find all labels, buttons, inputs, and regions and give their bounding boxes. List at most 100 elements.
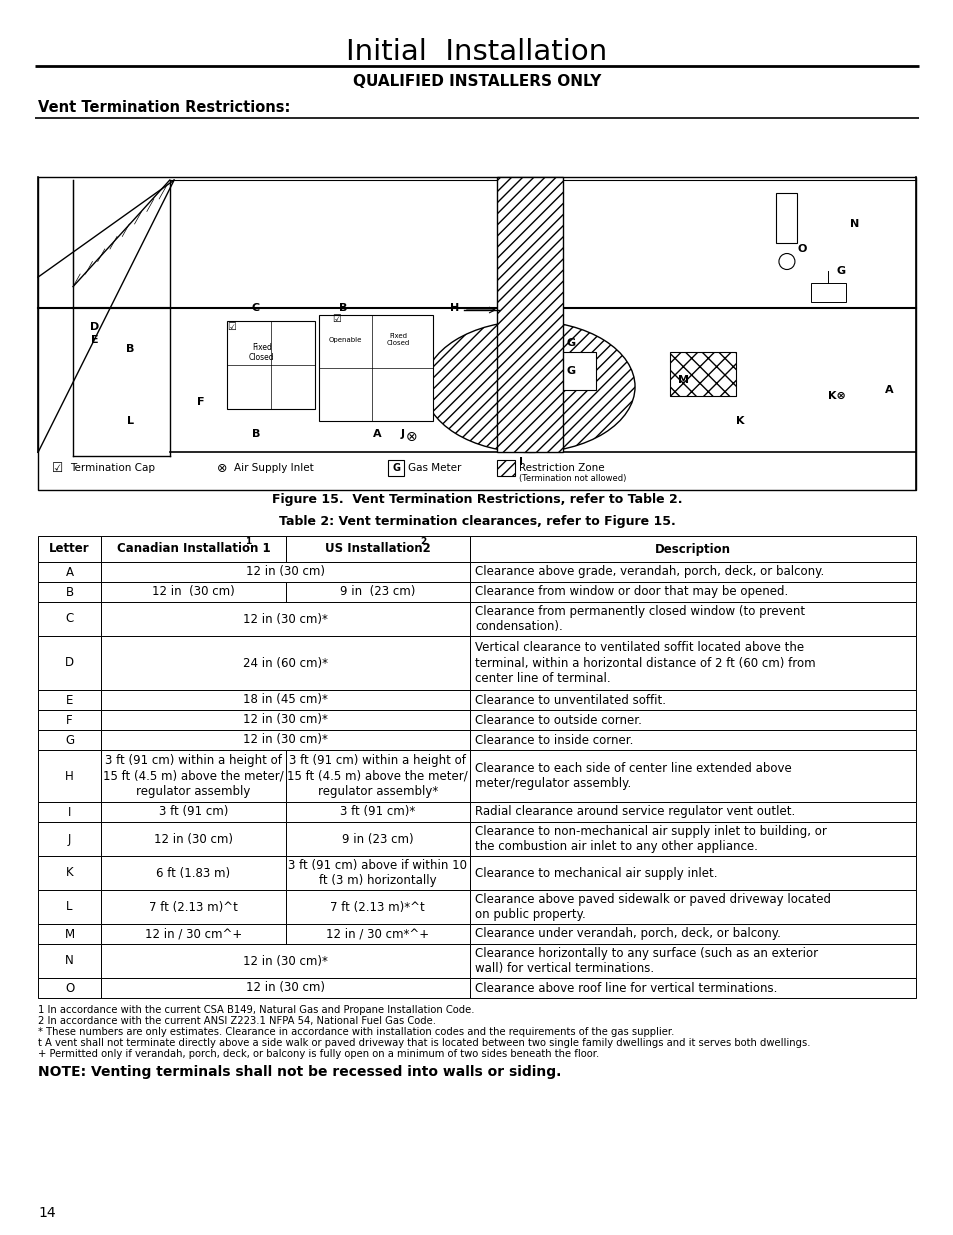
Text: Air Supply Inlet: Air Supply Inlet <box>233 463 314 473</box>
Text: B: B <box>66 585 73 599</box>
Bar <box>285 924 470 944</box>
Text: Clearance to unventilated soffit.: Clearance to unventilated soffit. <box>475 694 665 706</box>
Bar <box>470 636 915 690</box>
Bar <box>285 750 470 802</box>
Text: Figure 15.  Vent Termination Restrictions, refer to Table 2.: Figure 15. Vent Termination Restrictions… <box>272 494 681 506</box>
Bar <box>227 321 314 409</box>
Bar <box>810 283 845 303</box>
Text: ⊗: ⊗ <box>216 462 227 474</box>
Text: Clearance to non-mechanical air supply inlet to building, or
the combustion air : Clearance to non-mechanical air supply i… <box>475 825 826 853</box>
Text: Radial clearance around service regulator vent outlet.: Radial clearance around service regulato… <box>475 805 795 819</box>
Text: J: J <box>400 429 404 438</box>
Text: * These numbers are only estimates. Clearance in accordance with installation co: * These numbers are only estimates. Clea… <box>38 1028 674 1037</box>
Bar <box>38 823 101 856</box>
Text: C: C <box>66 613 73 625</box>
Text: Canadian Installation 1: Canadian Installation 1 <box>116 542 270 556</box>
Bar <box>38 636 101 690</box>
Bar <box>497 459 515 475</box>
Text: 12 in (30 cm)*: 12 in (30 cm)* <box>243 734 328 746</box>
Bar <box>285 582 470 601</box>
Text: J: J <box>68 832 71 846</box>
Text: Vent Termination Restrictions:: Vent Termination Restrictions: <box>38 100 290 116</box>
Text: t A vent shall not terminate directly above a side walk or paved driveway that i: t A vent shall not terminate directly ab… <box>38 1037 810 1049</box>
Text: K⊗: K⊗ <box>827 391 845 401</box>
Bar <box>38 890 101 924</box>
Bar <box>101 823 285 856</box>
Text: QUALIFIED INSTALLERS ONLY: QUALIFIED INSTALLERS ONLY <box>353 74 600 89</box>
Bar <box>101 730 470 750</box>
Text: D: D <box>91 322 100 332</box>
Bar <box>388 459 403 475</box>
Circle shape <box>778 253 794 269</box>
Text: 2 In accordance with the current ANSI Z223.1 NFPA 54, National Fuel Gas Code.: 2 In accordance with the current ANSI Z2… <box>38 1016 436 1026</box>
Text: 3 ft (91 cm): 3 ft (91 cm) <box>158 805 228 819</box>
Text: 3 ft (91 cm) within a height of
15 ft (4.5 m) above the meter/
regulator assembl: 3 ft (91 cm) within a height of 15 ft (4… <box>287 755 468 798</box>
Text: 12 in / 30 cm*^+: 12 in / 30 cm*^+ <box>326 927 429 941</box>
Text: NOTE: Venting terminals shall not be recessed into walls or siding.: NOTE: Venting terminals shall not be rec… <box>38 1065 560 1079</box>
Text: C: C <box>252 304 259 314</box>
Bar <box>101 536 285 562</box>
Text: Table 2: Vent termination clearances, refer to Figure 15.: Table 2: Vent termination clearances, re… <box>278 515 675 529</box>
Text: G: G <box>566 338 575 348</box>
Text: 12 in  (30 cm): 12 in (30 cm) <box>152 585 234 599</box>
Bar <box>101 690 470 710</box>
Text: O: O <box>65 982 74 994</box>
Text: 12 in (30 cm): 12 in (30 cm) <box>246 982 325 994</box>
Text: Clearance above roof line for vertical terminations.: Clearance above roof line for vertical t… <box>475 982 777 994</box>
Bar <box>285 856 470 890</box>
Text: ☑: ☑ <box>332 315 340 325</box>
Text: (Termination not allowed): (Termination not allowed) <box>518 473 626 483</box>
Bar <box>101 802 285 823</box>
Text: ⊗: ⊗ <box>405 430 416 443</box>
Text: 24 in (60 cm)*: 24 in (60 cm)* <box>243 657 328 669</box>
Bar <box>101 582 285 601</box>
Bar <box>470 582 915 601</box>
Text: 3 ft (91 cm)*: 3 ft (91 cm)* <box>340 805 415 819</box>
Bar <box>101 710 470 730</box>
Bar <box>101 924 285 944</box>
Bar <box>101 856 285 890</box>
Text: ☑: ☑ <box>52 462 64 474</box>
Bar <box>285 890 470 924</box>
Text: H: H <box>65 769 74 783</box>
Text: G: G <box>393 463 400 473</box>
Text: M: M <box>65 927 74 941</box>
Text: 7 ft (2.13 m)*^t: 7 ft (2.13 m)*^t <box>330 900 425 914</box>
Text: 3 ft (91 cm) above if within 10
ft (3 m) horizontally: 3 ft (91 cm) above if within 10 ft (3 m)… <box>288 858 467 887</box>
Text: 14: 14 <box>38 1207 55 1220</box>
Text: Gas Meter: Gas Meter <box>408 463 461 473</box>
Text: Restriction Zone: Restriction Zone <box>518 463 604 473</box>
Text: ☑: ☑ <box>227 322 235 332</box>
Bar <box>38 944 101 978</box>
Text: A: A <box>66 566 73 578</box>
Bar <box>38 690 101 710</box>
Text: F: F <box>196 398 204 408</box>
Bar <box>101 750 285 802</box>
Bar <box>38 802 101 823</box>
Bar <box>38 177 915 490</box>
Text: 12 in (30 cm)*: 12 in (30 cm)* <box>243 613 328 625</box>
Text: D: D <box>65 657 74 669</box>
Text: 2: 2 <box>419 537 426 547</box>
Text: E: E <box>91 335 99 345</box>
Text: Clearance from permanently closed window (to prevent
condensation).: Clearance from permanently closed window… <box>475 605 804 634</box>
Text: Clearance to mechanical air supply inlet.: Clearance to mechanical air supply inlet… <box>475 867 717 879</box>
Text: N: N <box>65 955 74 967</box>
Text: L: L <box>127 416 133 426</box>
Text: H: H <box>450 304 459 314</box>
Text: 12 in / 30 cm^+: 12 in / 30 cm^+ <box>145 927 242 941</box>
Bar <box>38 924 101 944</box>
Text: A: A <box>884 385 893 395</box>
Text: O: O <box>797 245 805 254</box>
Text: K: K <box>736 416 744 426</box>
Bar <box>470 924 915 944</box>
Bar <box>470 978 915 998</box>
Text: 3 ft (91 cm) within a height of
15 ft (4.5 m) above the meter/
regulator assembl: 3 ft (91 cm) within a height of 15 ft (4… <box>103 755 283 798</box>
Bar <box>38 562 101 582</box>
Ellipse shape <box>424 321 635 452</box>
Text: 1 In accordance with the current CSA B149, Natural Gas and Propane Installation : 1 In accordance with the current CSA B14… <box>38 1005 474 1015</box>
Bar <box>470 823 915 856</box>
Text: Clearance to outside corner.: Clearance to outside corner. <box>475 714 641 726</box>
Text: Fixed
Closed: Fixed Closed <box>386 333 409 346</box>
Bar <box>101 978 470 998</box>
